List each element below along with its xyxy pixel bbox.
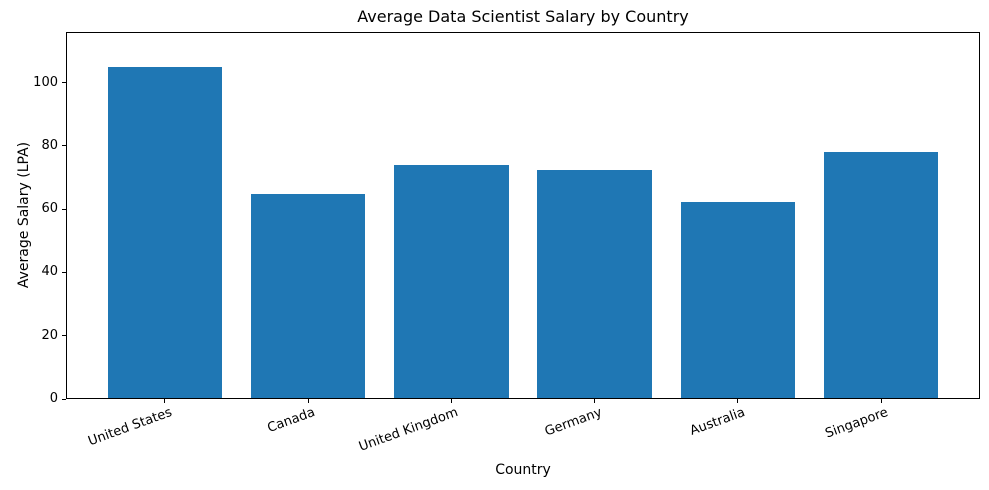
y-tick-mark [62,335,66,337]
plot-area [66,32,980,399]
x-tick-mark [880,399,882,403]
y-tick-mark [62,398,66,400]
y-tick-mark [62,145,66,147]
y-tick-mark [62,208,66,210]
x-tick-mark [594,399,596,403]
x-tick-mark [307,399,309,403]
bar-canada [250,193,366,398]
y-tick-label: 100 [33,74,58,90]
x-tick-mark [737,399,739,403]
bar-singapore [823,152,939,398]
y-tick-label: 20 [41,327,58,343]
x-axis-label: Country [495,462,551,478]
y-tick-mark [62,271,66,273]
y-tick-label: 0 [49,391,58,406]
y-tick-mark [62,82,66,84]
x-tick-mark [450,399,452,403]
bar-germany [537,170,652,398]
y-tick-label: 40 [41,264,58,280]
y-tick-label: 80 [41,137,58,153]
bar-united-states [107,67,223,398]
bar-australia [680,202,796,398]
bar-united-kingdom [394,164,509,398]
chart-title: Average Data Scientist Salary by Country [357,7,689,26]
x-tick-mark [164,399,166,403]
y-tick-label: 60 [41,201,58,217]
